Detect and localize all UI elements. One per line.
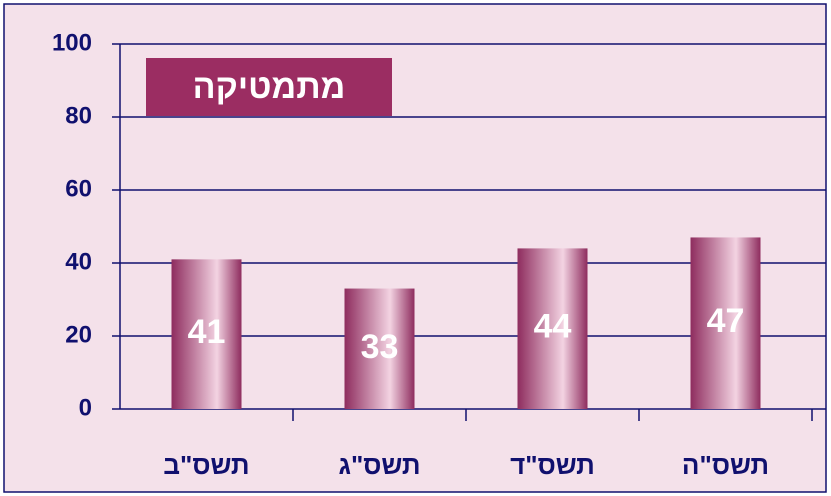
x-tick-label: תשס"ב <box>163 450 249 480</box>
bar <box>344 288 415 409</box>
x-tick-label: תשס"ה <box>682 450 769 480</box>
y-tick-label: 60 <box>65 175 92 202</box>
y-tick-label: 80 <box>65 102 92 129</box>
value-label: 47 <box>707 302 745 340</box>
y-tick-label: 20 <box>65 321 92 348</box>
y-tick-label: 0 <box>79 394 92 421</box>
y-tick-label: 100 <box>52 29 92 56</box>
y-tick-label: 40 <box>65 248 92 275</box>
x-tick-label: תשס"ג <box>338 450 420 480</box>
value-label: 41 <box>188 313 226 351</box>
bar <box>517 248 588 409</box>
chart-frame <box>3 3 827 493</box>
chart-title: מתמטיקה <box>193 68 346 106</box>
title-box <box>146 58 392 116</box>
value-label: 33 <box>361 328 399 366</box>
bar <box>690 237 761 409</box>
x-tick-label: תשס"ד <box>510 450 595 480</box>
bar <box>171 259 242 409</box>
value-label: 44 <box>534 308 572 346</box>
